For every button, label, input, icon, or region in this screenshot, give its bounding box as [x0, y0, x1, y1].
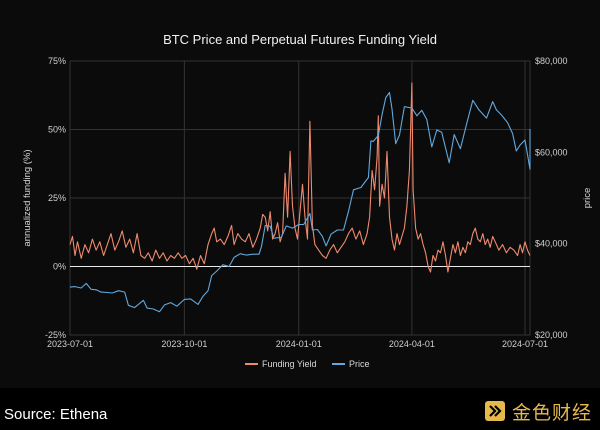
legend-label-price: Price — [349, 359, 370, 369]
y-axis-left-title: annualized funding (%) — [22, 149, 33, 246]
brand-watermark: 金色财经 — [483, 398, 592, 424]
x-tick-label: 2023-10-01 — [161, 339, 207, 349]
grid — [69, 60, 531, 336]
chart-panel: -25% 0% 25% 50% 75% $20,000 $40,000 $60,000 $80,… — [0, 0, 600, 388]
y-left-tick-label: -25% — [45, 330, 66, 340]
funding-yield-line — [69, 82, 531, 273]
price-line — [69, 91, 531, 313]
y-right-tick-label: $60,000 — [535, 147, 568, 157]
chart-svg: -25% 0% 25% 50% 75% $20,000 $40,000 $60,000 $80,… — [22, 32, 593, 369]
x-tick-label: 2024-07-01 — [502, 339, 548, 349]
source-caption: Source: Ethena — [4, 406, 108, 423]
y-left-tick-label: 25% — [48, 193, 66, 203]
y-axis-right-title: price — [582, 188, 593, 209]
y-right-tick-label: $80,000 — [535, 56, 568, 66]
y-left-tick-label: 0% — [53, 262, 66, 272]
brand-logo-icon — [484, 401, 505, 421]
x-tick-label: 2024-04-01 — [389, 339, 435, 349]
brand-name: 金色财经 — [511, 401, 592, 424]
footer: Source: Ethena 金色财经 — [0, 388, 600, 430]
y-left-tick-label: 75% — [48, 56, 66, 66]
chart-title: BTC Price and Perpetual Futures Funding … — [163, 32, 437, 47]
x-tick-label: 2023-07-01 — [47, 339, 93, 349]
axes: -25% 0% 25% 50% 75% $20,000 $40,000 $60,000 $80,… — [45, 56, 568, 349]
legend: Funding Yield Price — [245, 359, 370, 369]
legend-label-funding: Funding Yield — [262, 359, 317, 369]
x-tick-label: 2024-01-01 — [276, 339, 322, 349]
y-right-tick-label: $20,000 — [535, 330, 568, 340]
series — [69, 82, 531, 313]
y-left-tick-label: 50% — [48, 125, 66, 135]
y-right-tick-label: $40,000 — [535, 239, 568, 249]
